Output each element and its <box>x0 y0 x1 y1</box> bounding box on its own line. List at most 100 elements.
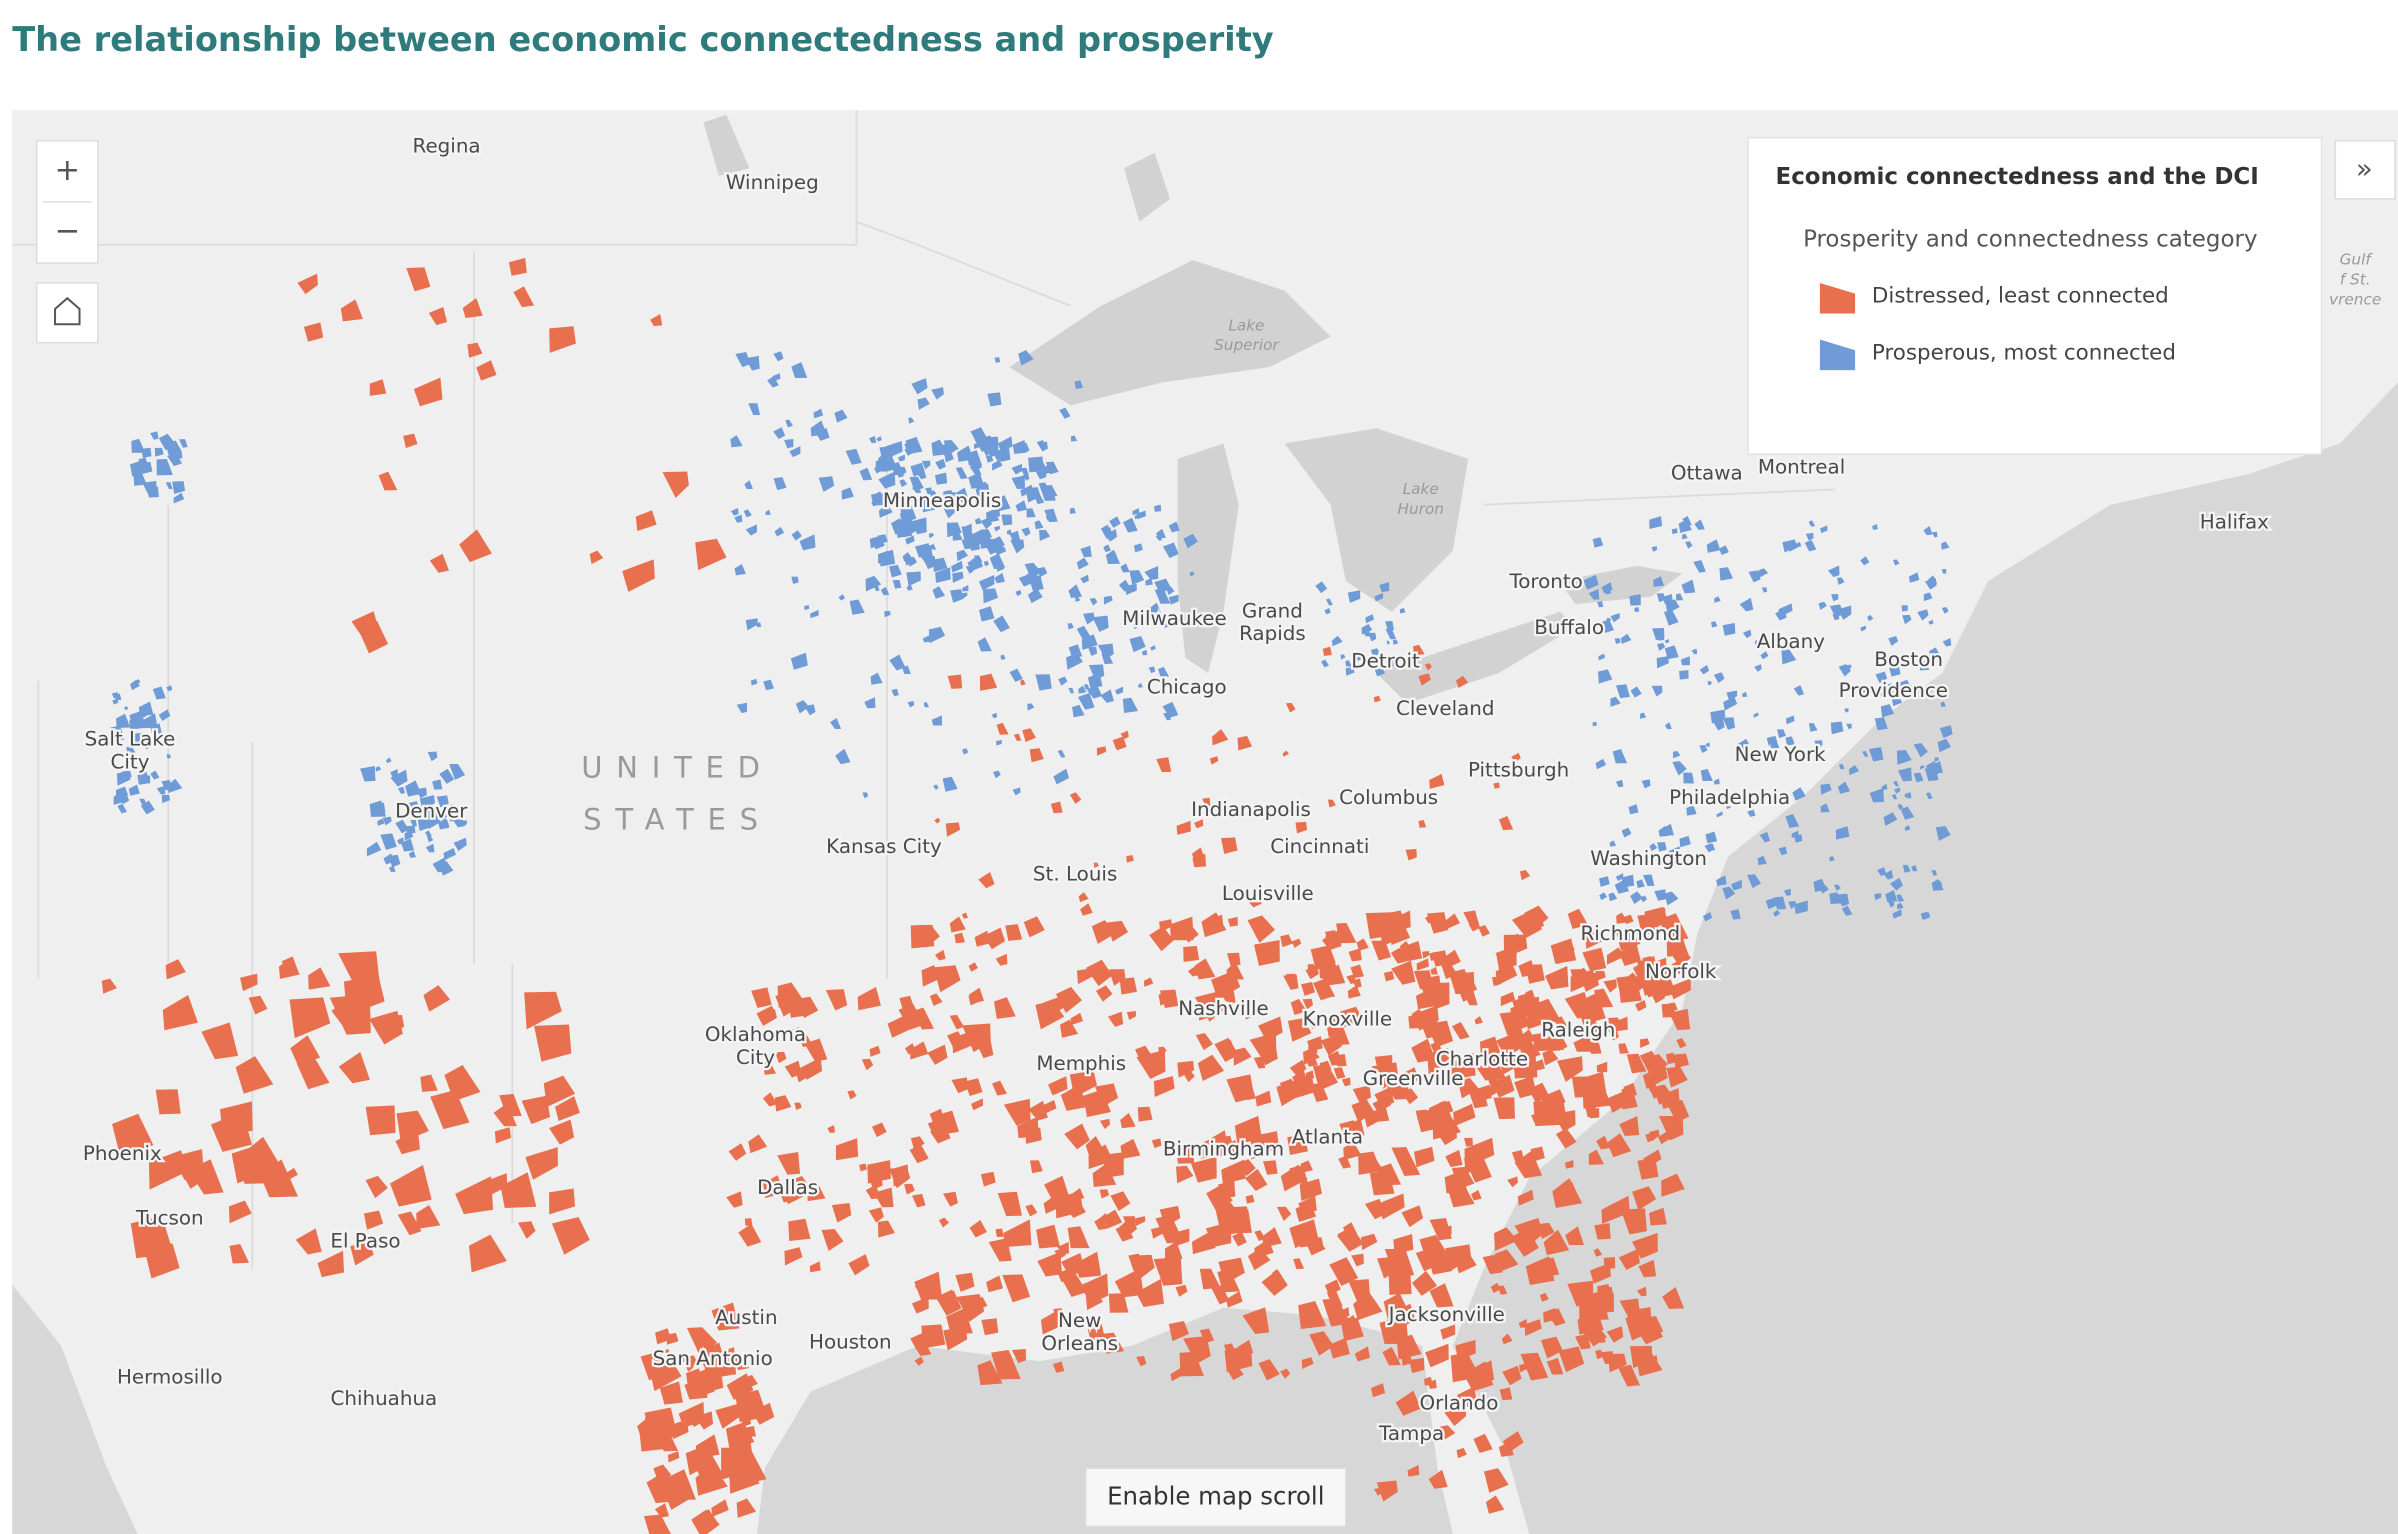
county-patch <box>1941 606 1949 614</box>
county-patch <box>1514 1075 1537 1099</box>
scroll-button[interactable] <box>1085 1467 1347 1528</box>
county-patch <box>423 985 451 1012</box>
county-patch <box>980 517 993 530</box>
county-patch <box>240 973 258 992</box>
county-patch <box>1592 721 1598 727</box>
county-patch <box>1340 654 1346 660</box>
county-patch <box>1153 504 1162 512</box>
county-patch <box>961 748 969 755</box>
city-label: Buffalo <box>1534 616 1604 639</box>
county-patch <box>1672 761 1687 776</box>
county-patch <box>1456 1447 1467 1459</box>
county-patch <box>907 575 914 582</box>
county-patch <box>750 678 758 686</box>
county-patch <box>1758 568 1769 578</box>
county-patch <box>1626 1053 1647 1074</box>
county-patch <box>405 780 422 797</box>
county-patch <box>1736 738 1750 752</box>
county-patch <box>1917 609 1929 621</box>
county-patch <box>1345 666 1355 676</box>
county-patch <box>1719 545 1729 556</box>
county-patch <box>1669 1008 1691 1031</box>
county-patch <box>494 1127 512 1144</box>
county-patch <box>904 1043 917 1055</box>
county-patch <box>1893 559 1900 566</box>
county-patch <box>878 549 896 567</box>
county-patch <box>1883 812 1898 826</box>
county-patch <box>1345 659 1352 667</box>
county-patch <box>1739 597 1754 612</box>
county-patch <box>1868 747 1884 762</box>
county-patch <box>1029 1160 1043 1174</box>
legend: Economic connectedness and the DCI Prosp… <box>1747 136 2396 456</box>
county-patch <box>1440 1425 1456 1441</box>
city-label: City <box>736 1046 775 1069</box>
county-patch <box>879 445 893 460</box>
home-button[interactable] <box>35 282 99 344</box>
county-patch <box>1325 935 1335 944</box>
county-patch <box>969 1220 988 1238</box>
county-patch <box>1433 1430 1443 1439</box>
county-patch <box>1057 749 1066 758</box>
county-patch <box>1478 925 1490 937</box>
county-patch <box>1405 849 1417 861</box>
county-patch <box>1896 902 1904 910</box>
county-patch <box>1469 983 1478 992</box>
county-patch <box>1080 545 1092 558</box>
county-patch <box>665 1469 696 1500</box>
county-patch <box>1253 1056 1266 1069</box>
county-patch <box>897 471 904 478</box>
county-patch <box>695 1463 728 1496</box>
county-patch <box>1511 752 1521 763</box>
county-patch <box>917 924 940 948</box>
county-patch <box>1039 529 1051 541</box>
county-patch <box>1663 610 1679 626</box>
county-patch <box>1668 846 1681 859</box>
zoom-in[interactable]: + <box>54 153 80 188</box>
county-patch <box>1386 640 1391 645</box>
county-patch <box>1837 605 1852 620</box>
county-patch <box>1588 1149 1605 1165</box>
county-patch <box>1234 1115 1263 1144</box>
county-patch <box>1012 787 1021 796</box>
county-patch <box>791 530 802 541</box>
county-patch <box>1107 920 1128 942</box>
county-patch <box>406 825 416 835</box>
county-patch <box>1620 1208 1647 1235</box>
county-patch <box>957 445 974 462</box>
expand-button[interactable] <box>2334 139 2396 200</box>
county-patch <box>1608 1017 1620 1030</box>
county-patch <box>1942 637 1952 647</box>
county-patch <box>141 713 147 719</box>
county-patch <box>666 1332 679 1345</box>
county-patch <box>1808 520 1816 527</box>
county-patch <box>1144 566 1159 580</box>
county-patch <box>899 479 908 488</box>
county-patch <box>426 835 434 843</box>
city-label: Indianapolis <box>1191 798 1311 821</box>
county-patch <box>980 1171 996 1187</box>
county-patch <box>1533 1059 1545 1072</box>
county-patch <box>1170 1368 1184 1382</box>
county-patch <box>1347 991 1356 999</box>
county-patch <box>1312 1065 1339 1091</box>
county-patch <box>1122 697 1139 714</box>
city-label: Tampa <box>1378 1422 1444 1445</box>
county-patch <box>977 637 992 652</box>
county-patch <box>1928 619 1934 625</box>
county-patch <box>1644 907 1666 929</box>
county-patch <box>551 1216 590 1255</box>
county-patch <box>906 584 913 591</box>
county-patch <box>1102 1332 1125 1354</box>
county-patch <box>1247 915 1276 943</box>
county-patch <box>1766 735 1780 749</box>
zoom-out[interactable]: − <box>54 214 80 249</box>
county-patch <box>1195 1033 1213 1051</box>
county-patch <box>1791 830 1799 838</box>
expand-icon: » <box>2356 153 2373 185</box>
county-patch <box>378 471 398 491</box>
county-patch <box>910 462 925 477</box>
county-patch <box>1362 1110 1380 1128</box>
county-patch <box>934 472 948 485</box>
county-patch <box>1436 1124 1457 1146</box>
